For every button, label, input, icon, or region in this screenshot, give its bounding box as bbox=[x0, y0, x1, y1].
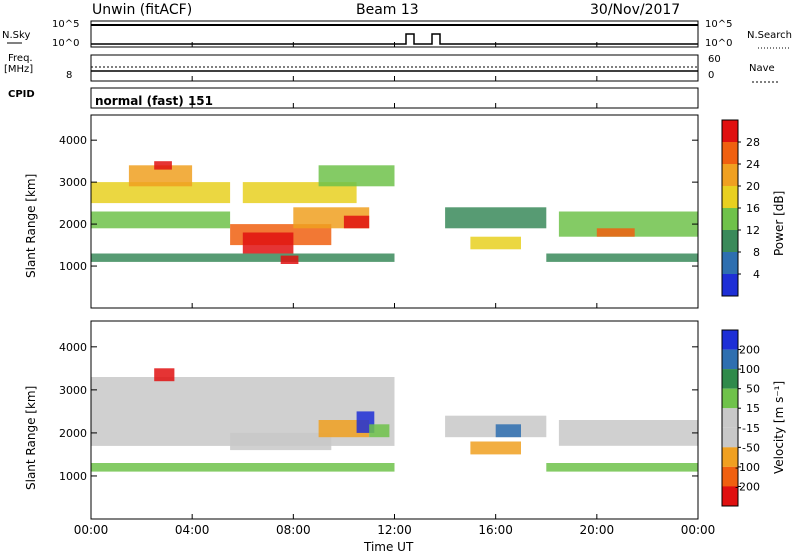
velocity-cbar-seg-2 bbox=[722, 369, 738, 389]
velocity-scatter-region-3 bbox=[318, 420, 370, 438]
velocity-cbar-tick-label-6: -100 bbox=[735, 461, 760, 474]
power-cbar-seg-0 bbox=[722, 120, 738, 142]
power-cbar-tick-label-0: 4 bbox=[753, 268, 760, 281]
velocity-colorbar: 200 100 50 15 -15 -50 -100 -200 bbox=[721, 329, 760, 507]
power-ytick-label-3: 4000 bbox=[59, 134, 87, 147]
power-cbar-seg-3 bbox=[722, 186, 738, 208]
velocity-cbar-seg-7 bbox=[722, 466, 738, 487]
xtick-label-5: 20:00 bbox=[580, 523, 615, 537]
power-colorbar: 4 8 12 16 20 24 28 bbox=[721, 119, 760, 297]
power-scatter-region-0 bbox=[91, 182, 231, 204]
power-scatter-region-10 bbox=[343, 215, 370, 229]
power-scatter-region-12 bbox=[445, 207, 547, 229]
velocity-cbar-frame bbox=[721, 329, 739, 507]
xtick-label-2: 08:00 bbox=[276, 523, 311, 537]
velocity-scatter-region-6 bbox=[91, 463, 395, 472]
power-ytick-label-1: 2000 bbox=[59, 218, 87, 231]
date-title: 30/Nov/2017 bbox=[590, 2, 681, 18]
velocity-ytick-label-3: 4000 bbox=[59, 341, 87, 354]
velocity-scatter-region-10 bbox=[558, 420, 698, 446]
power-cbar-tick-label-4: 20 bbox=[746, 180, 760, 193]
velocity-scatter-region-5 bbox=[369, 424, 390, 438]
power-scatter-region-2 bbox=[91, 253, 395, 262]
power-scatter-region-6 bbox=[242, 232, 294, 254]
freq-tick: 8 bbox=[66, 70, 73, 81]
nave-tick-top: 60 bbox=[708, 54, 721, 65]
power-scatter-region-1 bbox=[91, 211, 231, 229]
nsearch-tick-bottom: 10^0 bbox=[705, 38, 733, 49]
velocity-scatter-region-1 bbox=[154, 368, 175, 382]
beam-title: Beam 13 bbox=[356, 2, 419, 18]
power-ytick-label-2: 3000 bbox=[59, 176, 87, 189]
power-cbar-tick-label-2: 12 bbox=[746, 224, 760, 237]
velocity-cbar-seg-4 bbox=[722, 408, 738, 428]
power-scatter-region-7 bbox=[280, 255, 299, 264]
power-cbar-tick-label-1: 8 bbox=[753, 246, 760, 259]
velocity-ytick-label-2: 3000 bbox=[59, 384, 87, 397]
velocity-cbar-tick-label-1: 100 bbox=[739, 363, 760, 376]
velocity-cbar-tick-label-3: 15 bbox=[746, 402, 760, 415]
nsearch-tick-top: 10^5 bbox=[705, 19, 733, 30]
cpid-label: CPID bbox=[8, 89, 35, 100]
xtick-label-0: 00:00 bbox=[74, 523, 109, 537]
power-scatter-region-13 bbox=[470, 236, 521, 250]
xtick-label-3: 12:00 bbox=[377, 523, 412, 537]
velocity-cbar-seg-5 bbox=[722, 427, 738, 448]
power-scatter-region-11 bbox=[318, 165, 395, 187]
velocity-cbar-tick-label-0: 200 bbox=[739, 344, 760, 357]
velocity-cbar-seg-8 bbox=[722, 486, 738, 506]
cpid-mode: normal (fast) 151 bbox=[95, 94, 213, 108]
velocity-cbar-seg-6 bbox=[722, 447, 738, 467]
velocity-ytick-label-0: 1000 bbox=[59, 470, 87, 483]
nsky-tick-top: 10^5 bbox=[52, 19, 80, 30]
velocity-scatter-region-11 bbox=[546, 463, 699, 472]
power-cbar-tick-label-5: 24 bbox=[746, 158, 760, 171]
nave-label: Nave bbox=[749, 63, 775, 74]
power-cbar-tick-label-6: 28 bbox=[746, 136, 760, 149]
time-axis-ticks: 00:00 04:00 08:00 12:00 16:00 20:00 00:00 bbox=[74, 42, 716, 537]
velocity-cbar-tick-label-7: -200 bbox=[735, 480, 760, 493]
power-cbar-seg-7 bbox=[722, 274, 738, 296]
velocity-cbar-tick-label-4: -15 bbox=[742, 422, 760, 435]
xtick-label-1: 04:00 bbox=[175, 523, 210, 537]
power-cbar-tick-label-3: 16 bbox=[746, 202, 760, 215]
velocity-scatter-region-8 bbox=[470, 441, 521, 455]
xtick-label-6: 00:00 bbox=[681, 523, 716, 537]
xtick-label-4: 16:00 bbox=[478, 523, 513, 537]
nsearch-trace bbox=[91, 33, 698, 45]
power-scatter-region-15 bbox=[596, 228, 635, 237]
nsky-tick-bottom: 10^0 bbox=[52, 38, 80, 49]
velocity-ytick-label-1: 2000 bbox=[59, 427, 87, 440]
power-cbar-seg-1 bbox=[722, 142, 738, 164]
velocity-cbar-tick-label-2: 50 bbox=[746, 383, 760, 396]
power-scatter-region-4 bbox=[154, 161, 172, 170]
freq-unit: [MHz] bbox=[4, 64, 34, 75]
power-ytick-label-0: 1000 bbox=[59, 260, 87, 273]
time-xlabel: Time UT bbox=[364, 540, 414, 554]
power-scatter-region-16 bbox=[546, 253, 699, 262]
power-scatter-region-8 bbox=[242, 182, 357, 204]
velocity-cbar-tick-label-5: -50 bbox=[742, 441, 760, 454]
velocity-cbar-seg-1 bbox=[722, 349, 738, 370]
power-panel: 1000 2000 3000 4000 bbox=[59, 114, 699, 309]
velocity-cbar-seg-0 bbox=[722, 330, 738, 350]
freq-label: Freq. bbox=[8, 53, 33, 64]
station-title: Unwin (fitACF) bbox=[92, 2, 193, 18]
velocity-panel: 1000 2000 3000 4000 bbox=[59, 320, 699, 520]
nsearch-label: N.Search bbox=[747, 30, 793, 41]
power-scatter-region-3 bbox=[128, 165, 193, 187]
power-cbar-seg-4 bbox=[722, 208, 738, 230]
nsky-label: N.Sky bbox=[2, 30, 31, 41]
power-cbar-seg-2 bbox=[722, 164, 738, 186]
power-cbar-seg-6 bbox=[722, 252, 738, 274]
nave-tick-bottom: 0 bbox=[708, 70, 715, 81]
velocity-scatter-region-2 bbox=[230, 432, 332, 451]
velocity-cbar-seg-3 bbox=[722, 388, 738, 409]
velocity-scatter-region-9 bbox=[495, 424, 521, 438]
power-cbar-seg-5 bbox=[722, 230, 738, 252]
